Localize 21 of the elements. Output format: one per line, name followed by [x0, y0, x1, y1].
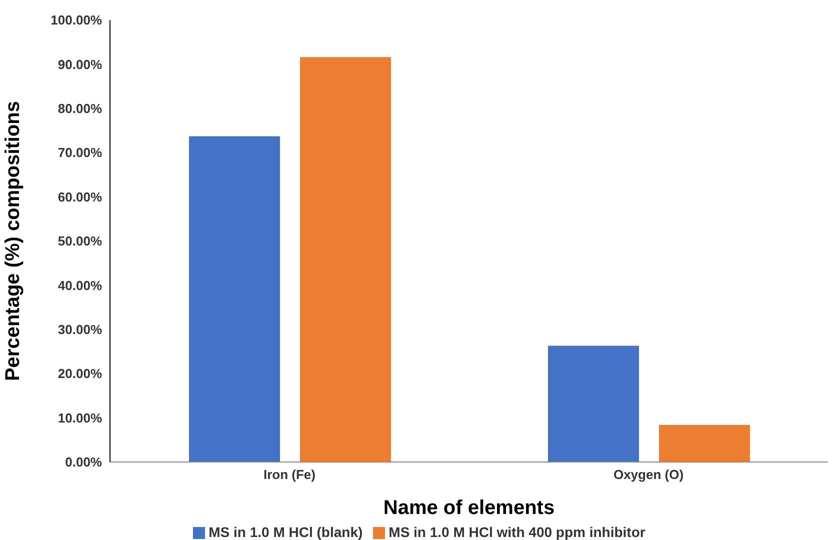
bar: [188, 136, 280, 462]
y-tick-label: 20.00%: [58, 366, 102, 382]
y-axis-title: Percentage (%) compositions: [2, 100, 24, 382]
y-tick-label: 40.00%: [58, 278, 102, 293]
y-tick-label: 100.00%: [50, 12, 102, 28]
x-tick-label: Iron (Fe): [264, 467, 316, 482]
bar: [658, 424, 750, 462]
y-tick-label: 0.00%: [65, 454, 102, 470]
y-tick-label: 50.00%: [58, 234, 102, 249]
bar: [300, 57, 391, 462]
y-tick-label: 70.00%: [58, 145, 102, 160]
x-tick-label: Oxygen (O): [613, 467, 684, 482]
y-tick-label: 90.00%: [58, 56, 102, 72]
y-tick-label: 60.00%: [58, 189, 102, 204]
legend-label: MS in 1.0 M HCl (blank): [208, 524, 363, 540]
y-tick-label: 30.00%: [58, 322, 102, 338]
x-axis-title: Name of elements: [383, 497, 555, 519]
y-tick-label: 10.00%: [58, 410, 102, 426]
y-tick-label: 80.00%: [58, 101, 102, 116]
bar: [548, 346, 639, 462]
legend-label: MS in 1.0 M HCl with 400 ppm inhibitor: [388, 524, 646, 540]
